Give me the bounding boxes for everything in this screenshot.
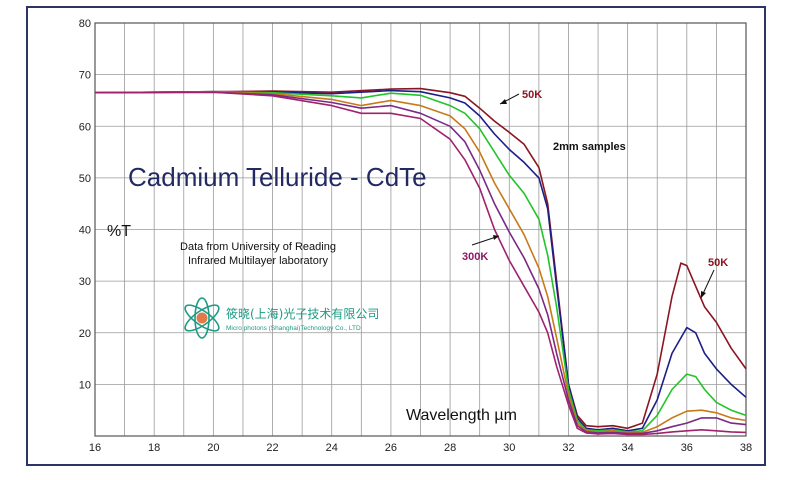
x-tick-label: 20 — [207, 442, 219, 454]
grid — [94, 22, 747, 437]
x-tick-label: 30 — [503, 442, 515, 454]
logo-chinese-name: 筱晓(上海)光子技术有限公司 — [226, 306, 379, 321]
x-tick-label: 26 — [385, 442, 397, 454]
chart-frame — [26, 6, 766, 466]
annotation-300k: 300K — [462, 251, 488, 263]
x-tick-label: 38 — [740, 442, 752, 454]
arrowhead-50k-right — [701, 291, 706, 298]
series-line-2 — [94, 90, 747, 433]
tick-labels: 16 18 20 22 24 26 28 30 32 34 36 38 10 20 30 40 50 60 70 80 — [79, 18, 752, 454]
y-tick-label: 30 — [79, 276, 91, 288]
y-axis-label: %T — [107, 223, 131, 240]
series-layer — [94, 87, 747, 436]
source-note-line1: Data from University of Reading — [180, 241, 336, 253]
y-tick-label: 60 — [79, 121, 91, 133]
x-tick-label: 34 — [622, 442, 634, 454]
x-tick-label: 36 — [681, 442, 693, 454]
y-tick-label: 80 — [79, 18, 91, 30]
annotation-50k-top: 50K — [522, 89, 542, 101]
plot-area-border — [94, 22, 747, 437]
atom-icon — [184, 297, 220, 339]
y-tick-label: 20 — [79, 328, 91, 340]
series-line-3 — [94, 91, 747, 434]
x-tick-label: 18 — [148, 442, 160, 454]
x-tick-label: 24 — [326, 442, 338, 454]
series-line-5 — [94, 91, 747, 436]
y-tick-label: 40 — [79, 225, 91, 237]
x-tick-label: 28 — [444, 442, 456, 454]
annotation-2mm-samples: 2mm samples — [553, 141, 626, 153]
chart-title: Cadmium Telluride - CdTe — [128, 162, 427, 192]
arrowhead-300k — [493, 235, 499, 240]
x-tick-label: 32 — [562, 442, 574, 454]
series-line-1 — [94, 89, 747, 432]
arrowhead-50k-top — [500, 99, 507, 104]
y-tick-label: 10 — [79, 379, 91, 391]
x-tick-label: 16 — [89, 442, 101, 454]
x-axis-label: Wavelength µm — [406, 407, 517, 424]
logo-english-name: Micro photons (Shanghai)Technology Co., … — [226, 325, 361, 332]
source-note-line2: Infrared Multilayer laboratory — [188, 255, 329, 267]
y-tick-label: 70 — [79, 70, 91, 82]
annotation-50k-right: 50K — [708, 257, 728, 269]
y-tick-label: 50 — [79, 173, 91, 185]
x-tick-label: 22 — [266, 442, 278, 454]
company-logo: 筱晓(上海)光子技术有限公司 Micro photons (Shanghai)T… — [184, 297, 379, 339]
series-line-4 — [94, 91, 747, 435]
